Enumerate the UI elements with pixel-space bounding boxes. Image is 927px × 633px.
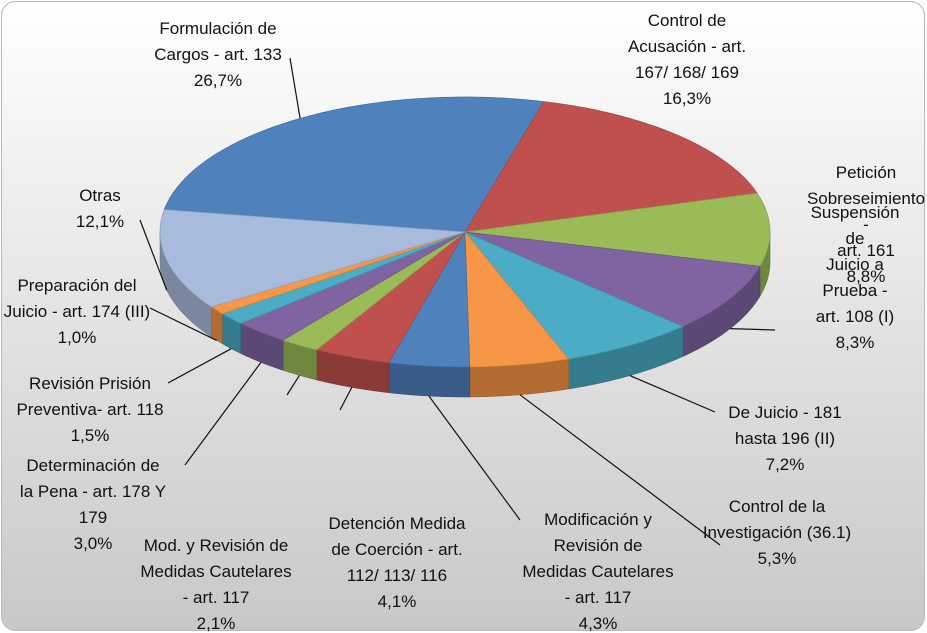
- category-label: De Juicio - 181 hasta 196 (II): [728, 403, 842, 448]
- leader-line: [730, 328, 776, 331]
- slice: [464, 230, 570, 368]
- slice: [464, 101, 758, 233]
- data-label: Revisión Prisión Preventiva- art. 118 1,5…: [16, 371, 163, 449]
- value-label: 16,3%: [662, 89, 712, 108]
- data-label: Determinación de la Pena - art. 178 Y 17…: [20, 453, 166, 557]
- leader-line: [428, 395, 521, 521]
- category-label: Preparación del Juicio - art. 174 (III): [3, 276, 151, 321]
- category-label: Modificación y Revisión de Medidas Caute…: [522, 510, 674, 607]
- data-label: Detención Medida de Coerción - art. 112/…: [328, 511, 465, 615]
- leader-line: [167, 348, 232, 384]
- slice: [464, 192, 771, 267]
- data-label: Petición Sobreseimiento - art. 161 8,8%: [807, 160, 925, 290]
- data-label: Otras 12,1%: [76, 183, 124, 235]
- slice: [388, 230, 471, 368]
- data-label: Control de Acusación - art. 167/ 168/ 16…: [628, 8, 746, 112]
- category-label: Control de la Investigación (36.1): [702, 497, 852, 542]
- data-label: Modificación y Revisión de Medidas Caute…: [522, 507, 673, 633]
- category-label: Detención Medida de Coerción - art. 112/…: [328, 514, 466, 585]
- slice: [221, 231, 466, 324]
- data-label: Control de la Investigación (36.1) 5,3%: [703, 494, 851, 572]
- category-label: Revisión Prisión Preventiva- art. 118: [16, 374, 164, 419]
- leader-line: [149, 307, 217, 341]
- value-label: 3,0%: [73, 534, 113, 553]
- slice: [464, 231, 684, 360]
- category-label: Petición Sobreseimiento - art. 161: [806, 163, 926, 260]
- value-label: 7,2%: [765, 455, 805, 474]
- value-label: 4,3%: [578, 614, 618, 633]
- category-label: Mod. y Revisión de Medidas Cautelares - …: [140, 536, 292, 607]
- value-label: 5,3%: [757, 549, 797, 568]
- value-label: 8,8%: [846, 267, 886, 286]
- leader-line: [139, 219, 168, 291]
- value-label: 2,1%: [196, 614, 236, 633]
- value-label: 26,7%: [193, 71, 243, 90]
- data-label: De Juicio - 181 hasta 196 (II) 7,2%: [728, 400, 841, 478]
- category-label: Suspensión de Juicio a Prueba - art. 108…: [810, 203, 900, 326]
- value-label: 4,1%: [377, 592, 417, 611]
- slice: [464, 231, 761, 327]
- category-label: Control de Acusación - art. 167/ 168/ 16…: [627, 11, 747, 82]
- slice: [282, 231, 466, 351]
- leader-line: [184, 361, 262, 466]
- leader-line: [339, 387, 353, 411]
- value-label: 12,1%: [75, 212, 125, 231]
- data-label: Mod. y Revisión de Medidas Cautelares - …: [140, 533, 291, 633]
- category-label: Determinación de la Pena - art. 178 Y 17…: [19, 456, 167, 527]
- leader-line: [289, 57, 301, 119]
- leader-line: [519, 394, 721, 546]
- leader-line: [286, 375, 300, 396]
- slice-side: [388, 362, 471, 398]
- data-label: Formulación de Cargos - art. 133 26,7%: [154, 16, 282, 94]
- slice: [315, 231, 466, 364]
- category-label: Formulación de Cargos - art. 133: [154, 19, 282, 64]
- slice: [159, 209, 466, 308]
- data-label: Suspensión de Juicio a Prueba - art. 108…: [811, 200, 900, 356]
- category-label: Otras: [79, 186, 121, 205]
- leader-line: [629, 375, 716, 413]
- value-label: 1,0%: [57, 328, 97, 347]
- value-label: 1,5%: [70, 426, 110, 445]
- value-label: 8,3%: [835, 333, 875, 352]
- data-label: Preparación del Juicio - art. 174 (III) 1…: [4, 273, 150, 351]
- slice: [239, 231, 466, 341]
